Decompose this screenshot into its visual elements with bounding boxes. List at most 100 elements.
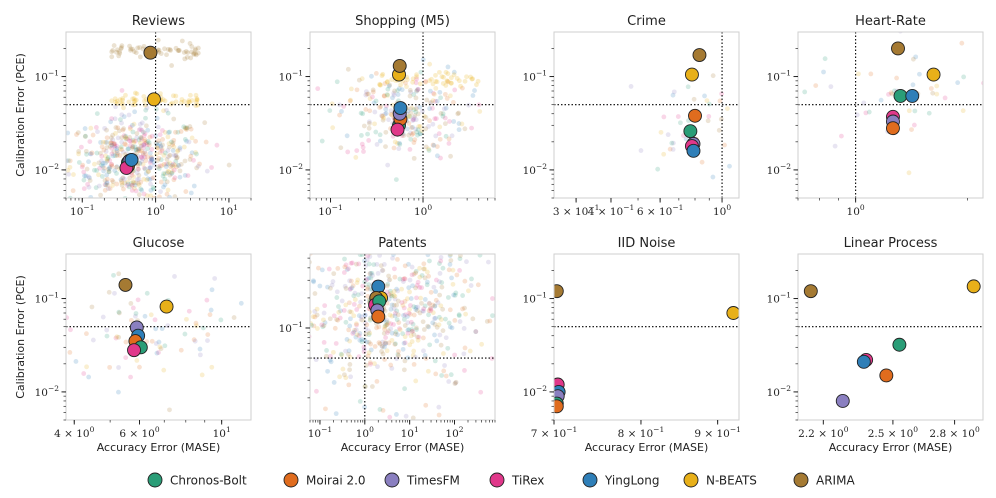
background-point — [70, 188, 76, 194]
background-point — [367, 330, 373, 336]
background-point — [158, 143, 164, 149]
background-point — [391, 292, 397, 298]
background-point — [171, 144, 177, 150]
background-point — [104, 158, 110, 164]
background-point — [367, 254, 373, 260]
background-point — [338, 145, 344, 151]
background-point — [137, 161, 143, 167]
background-point — [106, 169, 112, 175]
background-point — [371, 262, 377, 267]
background-point — [417, 81, 423, 87]
background-point — [389, 77, 395, 82]
y-tick-label: 10−2 — [523, 384, 548, 399]
background-point — [402, 323, 408, 328]
background-point — [188, 190, 194, 196]
background-point — [130, 129, 136, 135]
legend-item-tirex: TiRex — [489, 472, 544, 488]
background-point — [315, 326, 320, 331]
background-point — [455, 111, 461, 117]
y-tick-label: 10−2 — [767, 162, 792, 177]
background-point — [192, 47, 198, 53]
background-point — [118, 117, 123, 122]
background-point — [109, 177, 115, 183]
background-point — [441, 74, 446, 80]
background-point — [388, 108, 394, 114]
background-point — [351, 329, 357, 335]
background-point — [863, 110, 869, 116]
background-point — [353, 327, 359, 333]
background-point — [126, 112, 132, 118]
background-point — [141, 133, 147, 138]
x-tick-label: 100 — [414, 203, 432, 218]
panel-title: Linear Process — [844, 236, 938, 251]
background-point — [172, 194, 178, 198]
background-point — [163, 164, 169, 170]
background-point — [332, 325, 338, 331]
background-point — [356, 354, 362, 360]
background-point — [439, 280, 445, 285]
background-point — [131, 174, 136, 180]
point-moirai-2-0 — [688, 108, 702, 123]
background-point — [388, 291, 394, 296]
background-point — [142, 138, 147, 144]
background-point — [141, 145, 146, 150]
background-point — [413, 126, 418, 132]
background-point — [717, 98, 723, 104]
background-point — [400, 302, 406, 308]
background-point — [131, 138, 137, 144]
background-point — [342, 264, 348, 270]
background-point — [432, 315, 438, 321]
background-point — [330, 279, 336, 284]
background-point — [432, 116, 438, 122]
background-point — [161, 367, 167, 373]
background-point — [397, 326, 402, 332]
background-point — [137, 45, 143, 50]
background-point — [333, 411, 339, 417]
background-point — [442, 363, 447, 368]
background-point — [364, 232, 369, 237]
point-tirex — [390, 122, 405, 137]
background-point — [348, 309, 354, 315]
background-point — [406, 261, 411, 267]
background-point — [366, 282, 372, 288]
background-point — [917, 71, 922, 77]
background-point — [218, 317, 224, 323]
background-point — [409, 327, 415, 332]
background-point — [384, 319, 389, 325]
background-point — [419, 285, 425, 291]
background-point — [334, 289, 340, 295]
background-point — [135, 203, 140, 208]
background-point — [187, 99, 193, 105]
background-point — [716, 127, 722, 133]
point-n-beats — [926, 67, 941, 82]
background-point — [440, 328, 446, 334]
background-point — [109, 116, 115, 122]
background-point — [183, 126, 189, 131]
background-point — [342, 283, 348, 289]
background-point — [910, 82, 916, 88]
background-point — [678, 120, 683, 126]
background-point — [385, 79, 390, 84]
background-point — [82, 173, 87, 179]
background-point — [361, 123, 367, 129]
background-point — [339, 352, 345, 358]
background-point — [331, 271, 337, 277]
background-point — [514, 353, 519, 358]
background-point — [100, 435, 105, 440]
background-point — [73, 359, 79, 364]
background-point — [443, 83, 449, 88]
point-n-beats — [147, 92, 161, 107]
background-point — [171, 167, 177, 173]
background-point — [410, 283, 415, 289]
background-point — [438, 254, 444, 260]
background-point — [191, 183, 197, 189]
background-point — [359, 291, 365, 297]
background-point — [407, 289, 412, 295]
background-point — [93, 124, 99, 130]
background-point — [433, 297, 439, 303]
background-point — [129, 188, 135, 193]
background-point — [170, 148, 176, 153]
background-point — [415, 304, 421, 310]
background-point — [364, 257, 370, 263]
